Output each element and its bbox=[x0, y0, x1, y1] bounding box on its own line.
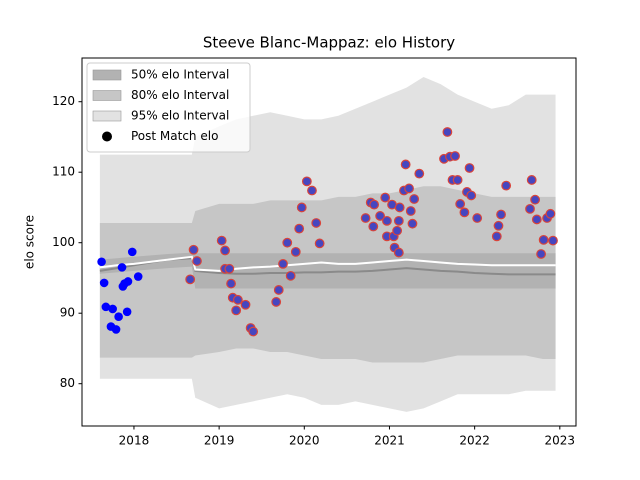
elo-point bbox=[314, 238, 325, 249]
x-tick-label: 2023 bbox=[545, 434, 576, 448]
elo-point bbox=[296, 202, 307, 213]
legend-swatch bbox=[92, 90, 122, 101]
elo-point bbox=[531, 214, 542, 225]
elo-point bbox=[216, 235, 227, 246]
elo-point bbox=[368, 221, 379, 232]
x-tick-label: 2020 bbox=[289, 434, 320, 448]
elo-point bbox=[442, 127, 453, 137]
plot-frame bbox=[81, 57, 577, 427]
legend-swatch bbox=[92, 110, 122, 122]
x-tick-label: 2019 bbox=[204, 434, 235, 448]
elo-point bbox=[538, 234, 549, 245]
legend-swatch bbox=[92, 69, 122, 81]
y-tick-label: 90 bbox=[60, 306, 75, 320]
elo-point bbox=[369, 199, 380, 210]
elo-point bbox=[452, 175, 463, 185]
elo-point bbox=[409, 194, 420, 204]
elo-point bbox=[271, 297, 282, 307]
elo-point bbox=[97, 257, 106, 267]
y-tick-label: 120 bbox=[52, 94, 75, 108]
elo-point bbox=[117, 263, 127, 272]
elo-point bbox=[232, 294, 243, 305]
elo-point bbox=[407, 218, 418, 229]
elo-point bbox=[375, 211, 386, 221]
elo-point bbox=[464, 163, 475, 173]
elo-point bbox=[290, 246, 301, 257]
elo-point bbox=[224, 263, 235, 274]
elo-point bbox=[466, 190, 477, 201]
legend-marker bbox=[102, 131, 112, 142]
elo-point bbox=[414, 168, 425, 179]
elo-point bbox=[404, 183, 414, 194]
legend-label: 95% elo Interval bbox=[131, 109, 229, 123]
elo-point bbox=[380, 192, 391, 203]
legend-label: 80% elo Interval bbox=[131, 88, 229, 102]
elo-point bbox=[536, 249, 546, 259]
elo-point bbox=[226, 278, 236, 289]
elo-point bbox=[491, 231, 502, 242]
elo-point bbox=[545, 208, 556, 219]
elo-point bbox=[282, 237, 293, 248]
elo-point bbox=[382, 215, 392, 226]
elo-point bbox=[192, 256, 202, 266]
elo-point bbox=[307, 185, 317, 196]
elo-point bbox=[526, 175, 537, 185]
elo-point bbox=[496, 209, 506, 220]
elo-point bbox=[548, 235, 558, 246]
elo-point bbox=[99, 278, 109, 288]
elo-point bbox=[405, 206, 416, 216]
y-tick-label: 80 bbox=[60, 376, 75, 390]
elo-point bbox=[450, 151, 460, 161]
elo-point bbox=[360, 213, 371, 223]
elo-point bbox=[392, 225, 403, 236]
trend-line bbox=[99, 255, 556, 272]
elo-point bbox=[459, 207, 470, 218]
chart-title: Steeve Blanc-Mappaz: elo History bbox=[203, 34, 455, 52]
y-tick-label: 110 bbox=[52, 165, 75, 179]
elo-point bbox=[278, 258, 288, 269]
elo-point bbox=[455, 199, 466, 209]
elo-point bbox=[101, 302, 111, 312]
elo-point bbox=[111, 325, 121, 334]
elo-point bbox=[127, 247, 137, 257]
x-tick-label: 2021 bbox=[374, 434, 405, 448]
elo-point bbox=[185, 274, 196, 285]
elo-point bbox=[285, 270, 296, 281]
elo-point bbox=[114, 312, 123, 322]
elo-point bbox=[311, 218, 322, 228]
elo-point bbox=[493, 220, 504, 231]
y-tick-label: 100 bbox=[52, 235, 75, 249]
elo-point bbox=[501, 180, 512, 191]
elo-point bbox=[240, 299, 251, 310]
elo-point bbox=[133, 272, 143, 281]
elo-point bbox=[231, 305, 242, 316]
legend-box bbox=[86, 62, 251, 153]
legend-label: Post Match elo bbox=[131, 129, 218, 143]
elo-point bbox=[393, 215, 404, 226]
elo-point bbox=[273, 285, 284, 295]
elo-point bbox=[123, 277, 133, 286]
elo-point bbox=[188, 244, 199, 255]
elo-point bbox=[220, 245, 230, 256]
x-tick-label: 2022 bbox=[459, 434, 490, 448]
elo-point bbox=[394, 202, 405, 213]
elo-point bbox=[400, 159, 411, 170]
elo-point bbox=[248, 326, 259, 337]
elo-point bbox=[108, 304, 117, 314]
elo-point bbox=[525, 203, 535, 214]
x-tick-label: 2018 bbox=[119, 434, 150, 448]
elo-point bbox=[301, 176, 312, 187]
elo-point bbox=[393, 247, 404, 258]
y-axis-label: elo score bbox=[23, 215, 37, 269]
elo-point bbox=[122, 307, 132, 317]
legend-label: 50% elo Interval bbox=[131, 68, 229, 82]
elo-point bbox=[530, 194, 541, 205]
elo-point bbox=[294, 223, 305, 234]
elo-point bbox=[472, 213, 483, 223]
